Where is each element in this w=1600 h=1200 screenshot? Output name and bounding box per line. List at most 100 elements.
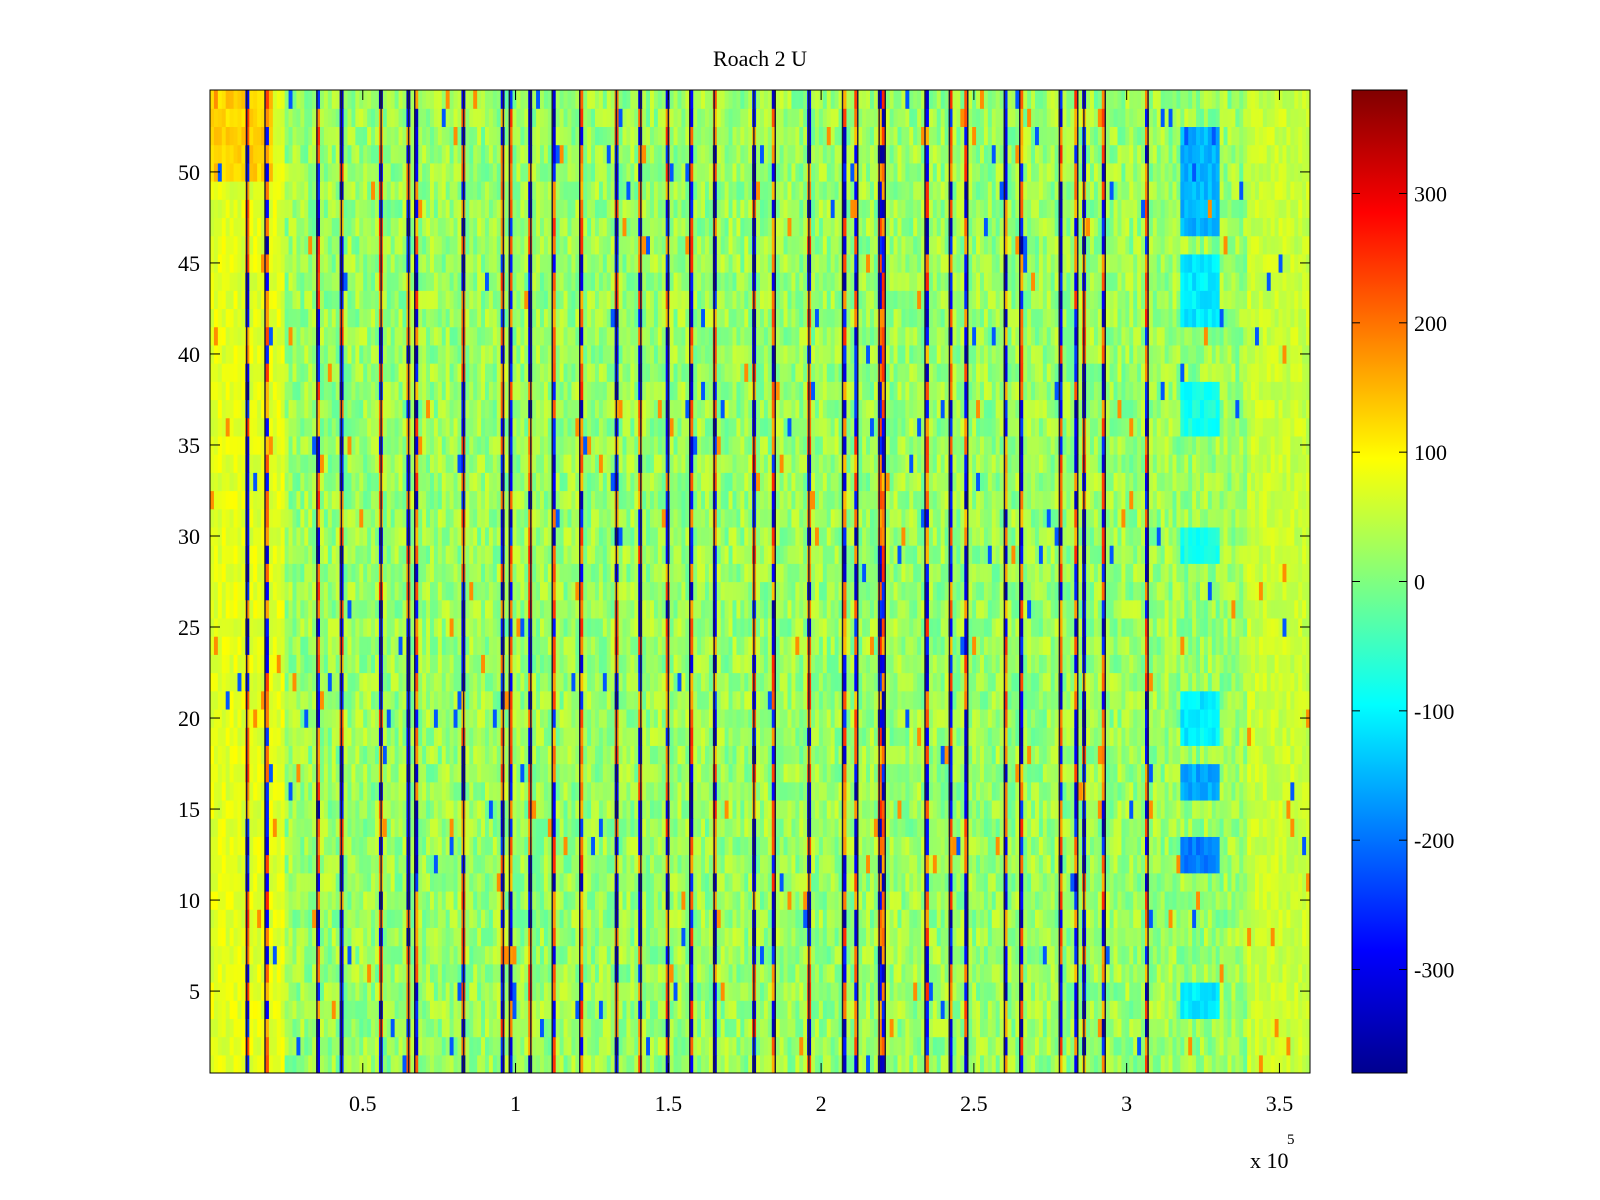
heatmap-cell (382, 927, 388, 947)
heatmap-cell (901, 818, 906, 837)
heatmap-cell (292, 1036, 298, 1056)
heatmap-cell (465, 854, 470, 874)
heatmap-cell (1031, 799, 1036, 819)
heatmap-cell (296, 890, 301, 910)
heatmap-cell (976, 763, 981, 783)
heatmap-cell (909, 981, 914, 1001)
heatmap-cell (465, 1054, 470, 1073)
heatmap-cell (618, 763, 624, 783)
heatmap-cell (272, 1036, 278, 1056)
heatmap-cell (928, 818, 934, 837)
heatmap-cell (775, 945, 781, 965)
heatmap-cell (1211, 1054, 1217, 1073)
heatmap-cell (1215, 1018, 1221, 1038)
heatmap-cell (1290, 818, 1295, 837)
heatmap-cell (720, 763, 726, 783)
heatmap-cell (492, 799, 498, 819)
heatmap-cell (394, 854, 400, 874)
heatmap-cell (610, 799, 616, 819)
heatmap-cell (398, 818, 404, 837)
heatmap-cell (1129, 981, 1134, 1001)
heatmap-cell (1086, 1036, 1091, 1056)
heatmap-cell (1156, 1036, 1162, 1056)
heatmap-cell (928, 1018, 934, 1038)
heatmap-cell (744, 763, 749, 783)
heatmap-cell (347, 927, 353, 947)
heatmap-cell (355, 872, 360, 892)
heatmap-cell (1294, 890, 1299, 910)
heatmap-cell (563, 854, 569, 874)
heatmap-cell (363, 781, 368, 801)
heatmap-cell (980, 1018, 985, 1038)
heatmap-cell (858, 854, 863, 874)
heatmap-cell (1211, 945, 1217, 965)
heatmap-cell (323, 763, 329, 783)
heatmap-cell (1113, 781, 1119, 801)
heatmap-cell (449, 927, 455, 947)
heatmap-cell (952, 945, 958, 965)
heatmap-cell (866, 927, 871, 947)
heatmap-cell (355, 763, 360, 783)
heatmap-cell (1270, 945, 1276, 965)
heatmap-cell (1101, 1036, 1107, 1056)
heatmap-cell (430, 799, 435, 819)
heatmap-cell (426, 836, 431, 856)
heatmap-cell (316, 745, 321, 765)
heatmap-cell (1050, 927, 1056, 947)
heatmap-cell (921, 890, 926, 910)
heatmap-cell (355, 745, 360, 765)
heatmap-cell (532, 963, 537, 983)
heatmap-cell (685, 799, 690, 819)
heatmap-cell (1188, 1036, 1193, 1056)
heatmap-cell (1294, 1000, 1299, 1019)
heatmap-cell (1141, 909, 1146, 928)
heatmap-cell (653, 890, 659, 910)
heatmap-cell (1086, 1018, 1091, 1038)
heatmap-cell (708, 872, 714, 892)
heatmap-cell (1101, 1018, 1107, 1038)
heatmap-cell (661, 818, 667, 837)
heatmap-cell (210, 1018, 215, 1038)
heatmap-cell (1011, 818, 1016, 837)
heatmap-cell (846, 763, 851, 783)
heatmap-cell (1286, 909, 1291, 928)
heatmap-cell (1247, 1018, 1252, 1038)
heatmap-cell (775, 836, 781, 856)
heatmap-cell (940, 1054, 946, 1073)
heatmap-cell (1109, 818, 1115, 837)
heatmap-cell (1042, 945, 1048, 965)
heatmap-cell (1058, 818, 1064, 837)
heatmap-cell (1145, 872, 1150, 892)
heatmap-cell (673, 1054, 679, 1073)
heatmap-cell (1239, 1036, 1244, 1056)
heatmap-cell (1027, 1036, 1032, 1056)
heatmap-cell (323, 1054, 329, 1073)
heatmap-cell (213, 927, 219, 947)
heatmap-cell (767, 854, 773, 874)
heatmap-cell (1011, 745, 1016, 765)
heatmap-cell (276, 1000, 282, 1019)
heatmap-cell (516, 872, 521, 892)
heatmap-cell (575, 909, 580, 928)
heatmap-cell (834, 799, 840, 819)
heatmap-cell (1086, 909, 1091, 928)
heatmap-cell (563, 872, 569, 892)
heatmap-cell (606, 890, 612, 910)
heatmap-cell (210, 1000, 215, 1019)
heatmap-cell (1090, 909, 1095, 928)
heatmap-cell (485, 1000, 490, 1019)
heatmap-cell (394, 1036, 400, 1056)
heatmap-cell (1180, 836, 1185, 856)
heatmap-cell (606, 799, 612, 819)
heatmap-cell (1243, 963, 1248, 983)
heatmap-cell (587, 763, 592, 783)
heatmap-cell (720, 963, 726, 983)
heatmap-cell (347, 872, 353, 892)
heatmap-cell (1180, 909, 1185, 928)
heatmap-cell (1262, 1018, 1268, 1038)
heatmap-cell (1211, 854, 1217, 874)
heatmap-cell (1141, 1000, 1146, 1019)
heatmap-cell (268, 799, 274, 819)
heatmap-cell (382, 1054, 388, 1073)
heatmap-cell (877, 1018, 883, 1038)
